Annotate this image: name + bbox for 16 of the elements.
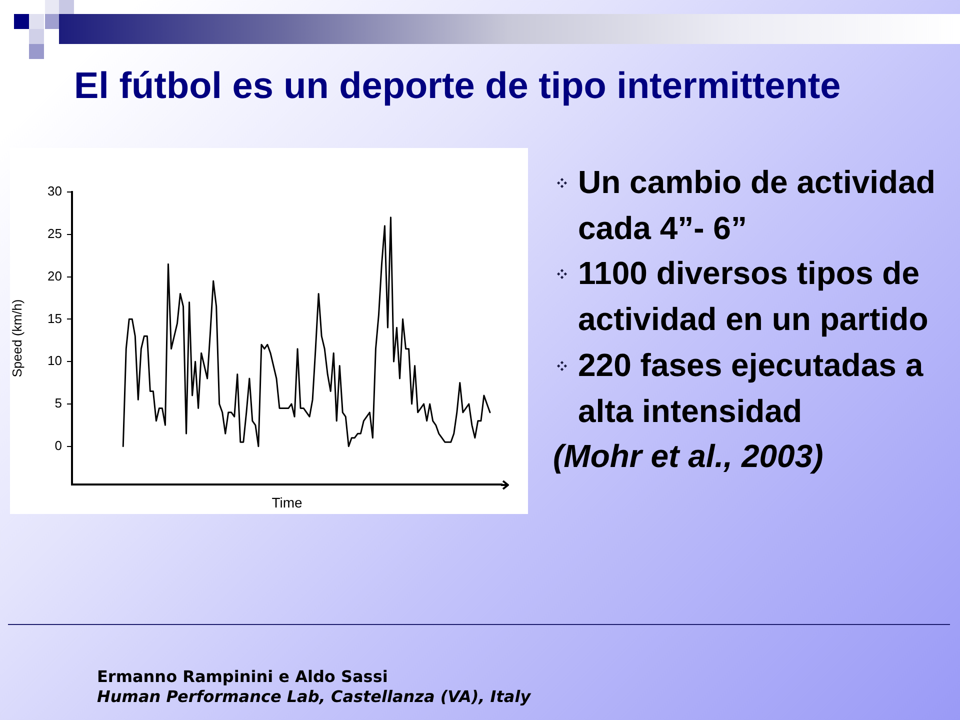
chart-title: El fútbol es un deporte de tipo intermittente bbox=[74, 64, 841, 108]
y-tick-label: 10 bbox=[48, 353, 62, 368]
y-tick-label: 25 bbox=[48, 226, 62, 241]
text: 220 fases ejecutadas a alta intensidad bbox=[578, 346, 924, 431]
y-tick-label: 20 bbox=[48, 268, 62, 284]
y-tick-label: 30 bbox=[48, 184, 62, 199]
y-axis-title: Speed (km/h) bbox=[9, 299, 24, 378]
y-tick-label: 0 bbox=[54, 438, 62, 453]
text: 1100 diversos tipos de actividad en un partido bbox=[578, 254, 930, 340]
y-tick-label: 15 bbox=[48, 310, 62, 326]
text: Human Performance Lab, Castellanza (VA), Italy bbox=[97, 687, 531, 707]
text: Ermanno Rampinini e Aldo Sassi bbox=[97, 667, 389, 687]
text: Un cambio de actividad cada 4”- 6” bbox=[578, 163, 936, 248]
x-axis-title: Time bbox=[272, 494, 303, 510]
text: (Mohr et al., 2003) bbox=[553, 437, 824, 476]
y-tick-label: 5 bbox=[54, 396, 62, 411]
